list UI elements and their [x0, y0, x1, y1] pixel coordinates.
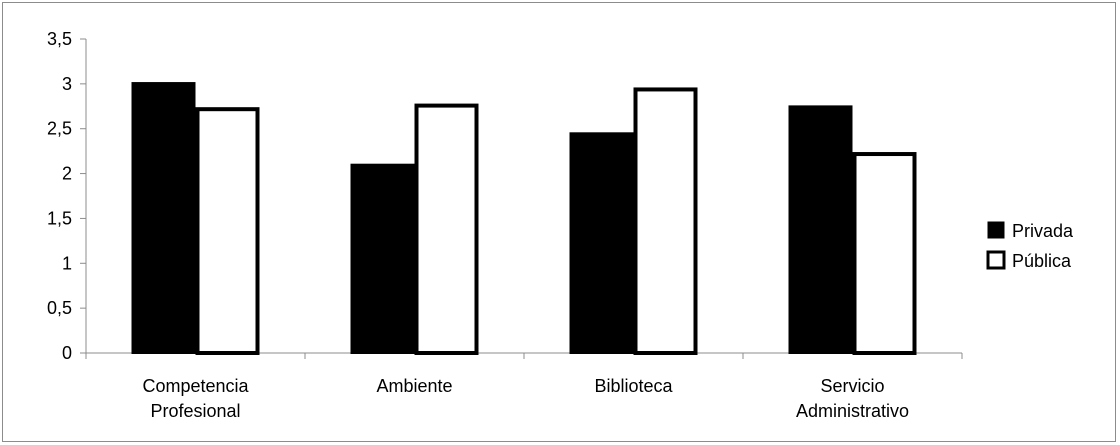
x-category-label: Administrativo [796, 401, 909, 421]
x-category-label: Competencia [142, 376, 249, 396]
y-axis: 0 0,5 1 1,5 2 2,5 3 3,5 [47, 29, 86, 363]
legend-swatch-privada [988, 222, 1004, 238]
y-tick-label: 2,5 [47, 119, 72, 139]
legend-label: Pública [1012, 251, 1072, 271]
bar-privada [352, 165, 414, 353]
y-tick-label: 1,5 [47, 208, 72, 228]
y-tick-label: 2 [62, 164, 72, 184]
x-category-label: Servicio [820, 376, 884, 396]
bar-privada [571, 133, 633, 353]
bar-pública [855, 154, 915, 353]
bar-privada [790, 106, 852, 353]
bars [133, 83, 915, 353]
bar-pública [636, 89, 696, 353]
y-tick-label: 0,5 [47, 298, 72, 318]
x-category-label: Biblioteca [594, 376, 673, 396]
x-category-label: Profesional [150, 401, 240, 421]
legend-label: Privada [1012, 221, 1074, 241]
legend-swatch-pública [988, 252, 1004, 268]
x-axis: Competencia Profesional Ambiente Biblioteca… [86, 353, 962, 421]
bar-pública [417, 106, 477, 353]
bar-privada [133, 83, 195, 353]
y-tick-label: 3,5 [47, 29, 72, 49]
x-category-label: Ambiente [376, 376, 452, 396]
y-tick-label: 1 [62, 253, 72, 273]
y-tick-label: 3 [62, 74, 72, 94]
bar-pública [198, 109, 258, 353]
y-tick-label: 0 [62, 343, 72, 363]
legend: Privada Pública [988, 221, 1074, 271]
